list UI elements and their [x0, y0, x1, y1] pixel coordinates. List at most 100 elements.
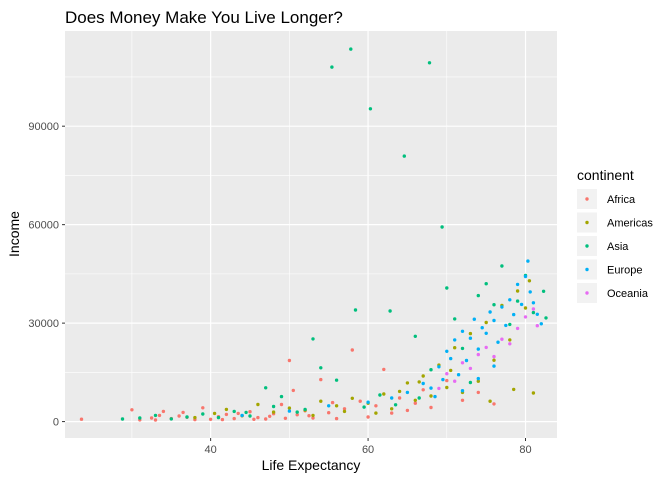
- point-americas: [334, 404, 339, 408]
- point-asia: [388, 309, 392, 313]
- point-europe: [523, 274, 528, 279]
- point-asia: [349, 47, 353, 51]
- point-oceania: [500, 337, 504, 341]
- point-africa: [252, 417, 256, 421]
- point-europe: [476, 347, 480, 351]
- point-americas: [417, 380, 421, 384]
- point-africa: [224, 412, 229, 417]
- point-europe: [472, 317, 476, 321]
- x-axis-ticks: 40 60 80: [205, 438, 532, 456]
- point-asia: [185, 415, 189, 419]
- point-europe: [512, 312, 516, 317]
- point-europe: [287, 409, 292, 413]
- point-asia: [492, 303, 496, 307]
- point-europe: [460, 389, 465, 393]
- point-europe: [460, 329, 465, 333]
- point-europe: [449, 356, 453, 361]
- point-africa: [295, 413, 299, 417]
- point-americas: [193, 415, 197, 420]
- point-americas: [413, 398, 417, 402]
- point-oceania: [492, 354, 496, 359]
- point-asia: [541, 289, 546, 293]
- point-oceania: [453, 379, 457, 383]
- y-axis-title: Income: [6, 211, 22, 257]
- point-europe: [433, 394, 437, 399]
- point-americas: [390, 407, 394, 411]
- point-africa: [153, 418, 158, 422]
- point-africa: [382, 367, 386, 372]
- point-asia: [476, 293, 480, 298]
- point-europe: [240, 413, 244, 418]
- point-oceania: [476, 352, 480, 357]
- point-oceania: [437, 386, 441, 391]
- point-americas: [484, 320, 488, 325]
- point-asia: [303, 407, 307, 412]
- point-europe: [519, 302, 524, 307]
- point-asia: [264, 386, 268, 390]
- point-asia: [271, 404, 276, 409]
- point-asia: [440, 225, 444, 229]
- point-africa: [287, 358, 292, 363]
- legend-swatch-europe: [585, 267, 589, 272]
- point-asia: [453, 317, 457, 321]
- legend-swatch-americas: [585, 220, 589, 225]
- point-europe: [453, 338, 457, 342]
- point-americas: [212, 411, 217, 416]
- point-europe: [500, 305, 504, 309]
- point-europe: [327, 404, 331, 408]
- point-europe: [515, 282, 520, 287]
- point-oceania: [460, 361, 465, 365]
- point-africa: [413, 401, 417, 405]
- point-asia: [169, 417, 173, 421]
- y-tick-label: 0: [53, 417, 59, 429]
- point-africa: [366, 415, 370, 419]
- legend-swatch-africa: [585, 197, 589, 201]
- point-oceania: [515, 326, 520, 331]
- point-americas: [453, 346, 457, 350]
- point-europe: [441, 377, 445, 382]
- point-americas: [287, 406, 292, 410]
- legend: continent Africa Americas Asia Europe Oceani…: [577, 167, 653, 303]
- x-tick-label: 80: [519, 444, 531, 456]
- point-africa: [374, 404, 378, 408]
- point-africa: [327, 411, 331, 415]
- point-africa: [334, 416, 339, 421]
- point-americas: [311, 413, 315, 418]
- point-asia: [484, 282, 488, 286]
- legend-label-oceania: Oceania: [607, 288, 649, 300]
- point-africa: [149, 416, 154, 420]
- point-europe: [508, 298, 512, 302]
- point-africa: [429, 405, 433, 410]
- point-europe: [496, 340, 500, 344]
- y-tick-label: 30000: [28, 318, 59, 330]
- legend-swatch-asia: [585, 244, 589, 248]
- point-africa: [307, 414, 311, 418]
- y-axis-ticks: 0 30000 60000 90000: [28, 121, 65, 429]
- point-oceania: [531, 307, 536, 311]
- point-europe: [539, 322, 543, 326]
- point-europe: [468, 336, 473, 340]
- point-asia: [153, 413, 158, 418]
- point-africa: [79, 417, 84, 421]
- point-asia: [216, 415, 221, 420]
- point-americas: [468, 331, 473, 336]
- y-tick-label: 60000: [28, 220, 59, 232]
- point-asia: [120, 417, 125, 421]
- data-points: [79, 47, 548, 422]
- legend-label-asia: Asia: [607, 241, 629, 253]
- point-americas: [429, 394, 433, 398]
- point-asia: [362, 405, 366, 409]
- point-asia: [295, 410, 299, 414]
- point-americas: [531, 391, 536, 395]
- point-europe: [504, 323, 508, 328]
- point-asia: [460, 346, 465, 351]
- point-americas: [397, 389, 402, 394]
- point-asia: [445, 286, 449, 290]
- major-gridlines: [65, 31, 557, 438]
- point-africa: [445, 378, 449, 383]
- point-americas: [527, 279, 532, 283]
- point-africa: [181, 410, 185, 415]
- point-africa: [421, 388, 425, 392]
- point-europe: [456, 373, 461, 377]
